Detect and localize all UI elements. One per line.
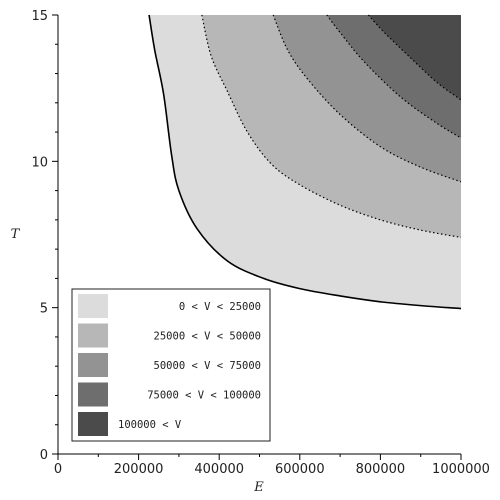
contour-line-2 [272, 14, 462, 183]
contour-line-0 [148, 14, 462, 310]
legend-swatch [78, 382, 108, 407]
contour-line-1 [201, 14, 462, 239]
y-axis-label: T [11, 227, 21, 242]
x-tick-label: 1000000 [432, 462, 490, 477]
y-tick-label: 0 [40, 448, 48, 463]
legend-label: 50000 < V < 75000 [154, 360, 261, 372]
x-tick-label: 400000 [194, 462, 244, 477]
ticks: 0 200000 400000 600000 800000 1000000 0 5 10 15 [31, 9, 490, 477]
x-tick-label: 0 [54, 462, 62, 477]
x-tick-label: 800000 [356, 462, 406, 477]
legend-swatch [78, 412, 108, 436]
contour-line-3 [326, 14, 462, 139]
y-tick-label: 10 [31, 155, 48, 170]
x-axis-label: E [253, 480, 264, 495]
legend-label: 25000 < V < 50000 [154, 331, 261, 343]
x-tick-label: 600000 [275, 462, 325, 477]
legend-swatch [78, 353, 108, 377]
filled-regions [149, 15, 461, 309]
y-tick-label: 15 [31, 9, 48, 24]
x-tick-label: 200000 [114, 462, 164, 477]
contour-line-4 [367, 14, 462, 101]
legend-swatch [78, 294, 108, 318]
legend-swatch [78, 323, 108, 348]
contour-lines [148, 14, 462, 310]
legend-label: 0 < V < 25000 [179, 301, 261, 313]
legend: 0 < V < 25000 25000 < V < 50000 50000 < V … [71, 288, 271, 442]
legend-label: 75000 < V < 100000 [147, 390, 261, 402]
y-tick-label: 5 [40, 302, 48, 317]
region-fill-4 [368, 15, 461, 100]
legend-label: 100000 < V [118, 419, 182, 431]
